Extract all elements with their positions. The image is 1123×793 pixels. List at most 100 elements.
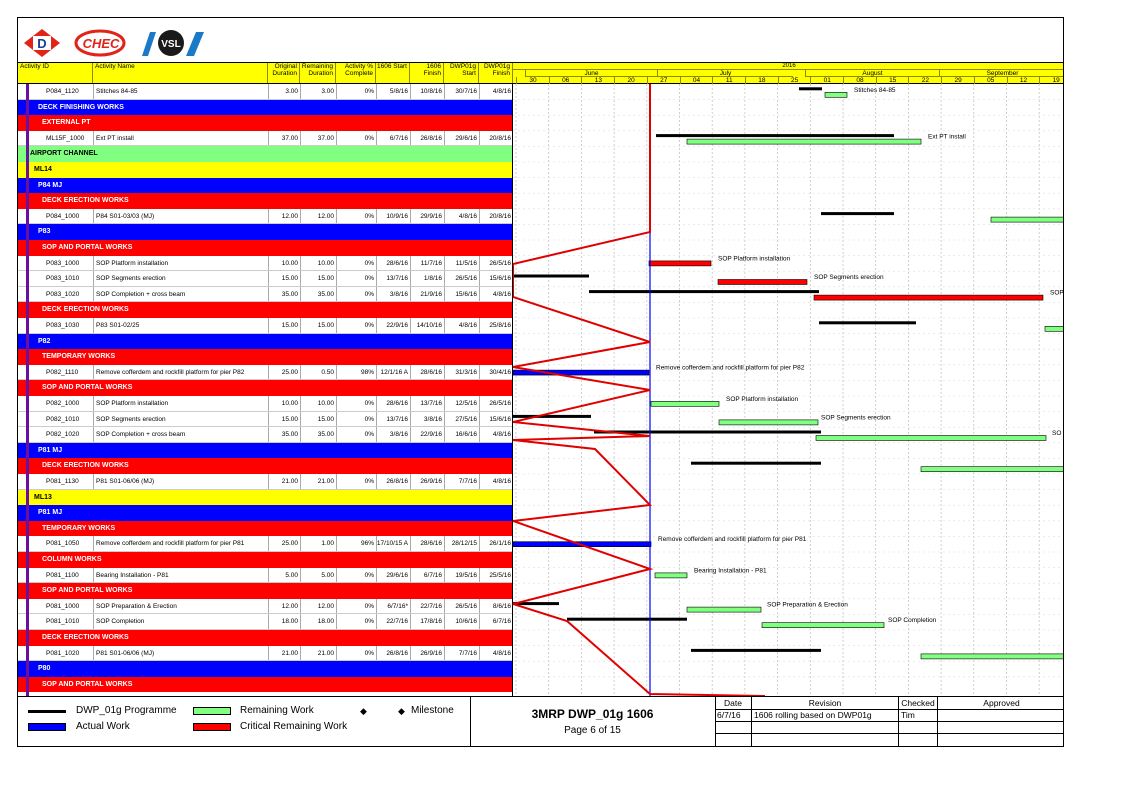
activity-row[interactable]: P081_1010 SOP Completion 18.00 18.00 0% 22/7/… [18,614,512,630]
activity-name: Ext PT install [96,134,134,142]
col-dwp-start[interactable]: DWP01g Start [444,63,479,83]
col-remaining-duration[interactable]: Remaining Duration [300,63,336,83]
col-1606-start[interactable]: 1606 Start [376,63,410,83]
timeline-week: 22 [908,77,941,84]
wbs-band[interactable]: DECK ERECTION WORKS [18,630,512,646]
wbs-band[interactable]: P82 [18,333,512,350]
timeline-month: June [525,70,657,77]
activity-row[interactable]: P082_1010 SOP Segments erection 15.00 15.00… [18,411,512,428]
activity-pct: 0% [364,431,374,439]
activity-row[interactable]: P083_1030 P83 S01-02/25 15.00 15.00 0% 22/9/1… [18,318,512,334]
rev-checked: Tim [901,710,915,720]
rev-header-revision: Revision [808,698,842,708]
svg-text:CHEC: CHEC [83,36,120,51]
wbs-band[interactable]: TEMPORARY WORKS [18,520,512,537]
activity-row[interactable]: P082_1110 Remove cofferdem and rockfill p… [18,364,512,381]
col-percent-complete[interactable]: Activity % Complete [336,63,376,83]
wbs-band[interactable]: SOP AND PORTAL WORKS [18,380,512,396]
activity-row[interactable]: P083_1000 SOP Platform installation 10.00 1… [18,255,512,272]
wbs-band[interactable]: P80 [18,661,512,677]
activity-ds: 29/6/16 [455,134,477,142]
wbs-band[interactable]: SOP AND PORTAL WORKS [18,676,512,693]
legend-critical-label: Critical Remaining Work [240,721,348,732]
activity-row[interactable]: P082_1000 SOP Platform installation 10.00 1… [18,396,512,412]
activity-pct: 0% [364,618,374,626]
activity-row[interactable]: P083_1010 SOP Segments erection 15.00 15.00… [18,271,512,287]
activity-ds: 28/12/15 [451,540,477,548]
wbs-band[interactable]: P81 MJ [18,442,512,459]
wbs-band[interactable]: ML14 [18,162,512,178]
timeline-week: 01 [810,77,843,84]
activity-row[interactable]: P084_1120 Stitches 84-85 3.00 3.00 0% 5/8/16 1… [18,84,512,100]
col-original-duration[interactable]: Original Duration [268,63,300,83]
activity-name: Remove cofferdem and rockfill platform f… [96,540,245,548]
rev-header-date: Date [724,698,742,708]
col-dwp-finish[interactable]: DWP01g Finish [479,63,513,83]
wbs-band[interactable]: DECK ERECTION WORKS [18,302,512,318]
legend-actual-swatch [28,723,66,731]
wbs-band[interactable]: P81 MJ [18,505,512,521]
activity-f: 22/7/16 [420,602,442,610]
activity-df: 4/8/16 [492,649,511,657]
activity-f: 28/6/16 [420,540,442,548]
activity-pct: 0% [364,134,374,142]
wbs-band[interactable]: DECK ERECTION WORKS [18,193,512,209]
activity-row[interactable]: P081_1050 Remove cofferdem and rockfill p… [18,536,512,552]
wbs-band[interactable]: EXTERNAL PT [18,115,512,131]
legend-block: DWP_01g Programme Remaining Work ◆ ◆ Mil… [18,696,1063,746]
programme-bar [821,212,894,216]
activity-pct: 0% [364,259,374,267]
wbs-band[interactable]: P84 MJ [18,177,512,194]
col-activity-name[interactable]: Activity Name [93,63,268,83]
activity-row[interactable]: P083_1020 SOP Completion + cross beam 35.0… [18,286,512,303]
activity-df: 4/8/16 [492,88,511,95]
activity-od: 37.00 [281,134,298,142]
legend-critical-swatch [193,723,231,731]
activity-id: P081_1100 [46,571,79,579]
wbs-band[interactable]: DECK ERECTION WORKS [18,458,512,474]
activity-name: SOP Completion + cross beam [96,431,186,439]
col-1606-finish[interactable]: 1606 Finish [410,63,444,83]
activity-f: 17/8/16 [420,618,442,626]
wbs-label: SOP AND PORTAL WORKS [42,587,133,595]
wbs-band[interactable]: COLUMN WORKS [18,552,512,568]
wbs-band[interactable]: P83 [18,224,512,240]
svg-text:D: D [37,36,46,51]
activity-row[interactable]: ML15F_1000 Ext PT install 37.00 37.00 0% 6/7/… [18,130,512,147]
outline-stripe [26,84,29,696]
activity-row[interactable]: P081_1000 SOP Preparation & Erection 12.00… [18,598,512,615]
wbs-band[interactable]: DECK FINISHING WORKS [18,99,512,116]
activity-name: Remove cofferdem and rockfill platform f… [96,368,245,376]
activity-df: 8/6/16 [492,602,511,610]
wbs-band[interactable]: TEMPORARY WORKS [18,349,512,365]
programme-bar [819,321,916,325]
activity-rd: 0.50 [321,368,334,376]
activity-row[interactable]: P081_1100 Bearing Installation - P81 5.00 5… [18,567,512,584]
timeline-week: 18 [744,77,778,84]
wbs-band[interactable]: SOP AND PORTAL WORKS [18,240,512,256]
rev-description: 1606 rolling based on DWP01g [754,710,872,720]
wbs-label: DECK ERECTION WORKS [42,462,129,470]
activity-row[interactable]: P084_1000 P84 S01-03/03 (MJ) 12.00 12.00 0% 1… [18,208,512,225]
wbs-band[interactable]: ML13 [18,489,512,506]
programme-bar [799,87,822,91]
activity-df: 15/6/16 [489,275,511,283]
col-activity-id[interactable]: Activity ID [18,63,93,83]
activity-row[interactable]: P082_1020 SOP Completion + cross beam 35.0… [18,427,512,443]
activity-rd: 15.00 [317,275,334,283]
activity-id: P082_1110 [46,368,79,376]
activity-row[interactable]: P081_1130 P81 S01-06/06 (MJ) 21.00 21.00 0% 2… [18,474,512,490]
wbs-label: P83 [38,228,51,236]
activity-name: SOP Completion + cross beam [96,290,186,298]
activity-f: 26/9/16 [420,649,442,657]
rev-header-checked: Checked [901,698,935,708]
activity-ds: 26/5/16 [455,275,477,283]
activity-rd: 35.00 [317,431,334,439]
activity-row[interactable]: P081_1020 P81 S01-06/06 (MJ) 21.00 21.00 0% 2… [18,645,512,662]
programme-bar [691,648,821,652]
bar-label: SOP Segments erection [821,414,891,421]
activity-od: 15.00 [281,322,298,329]
wbs-band[interactable]: SOP AND PORTAL WORKS [18,583,512,599]
wbs-label: SOP AND PORTAL WORKS [42,680,133,688]
wbs-band[interactable]: AIRPORT CHANNEL [18,146,512,162]
